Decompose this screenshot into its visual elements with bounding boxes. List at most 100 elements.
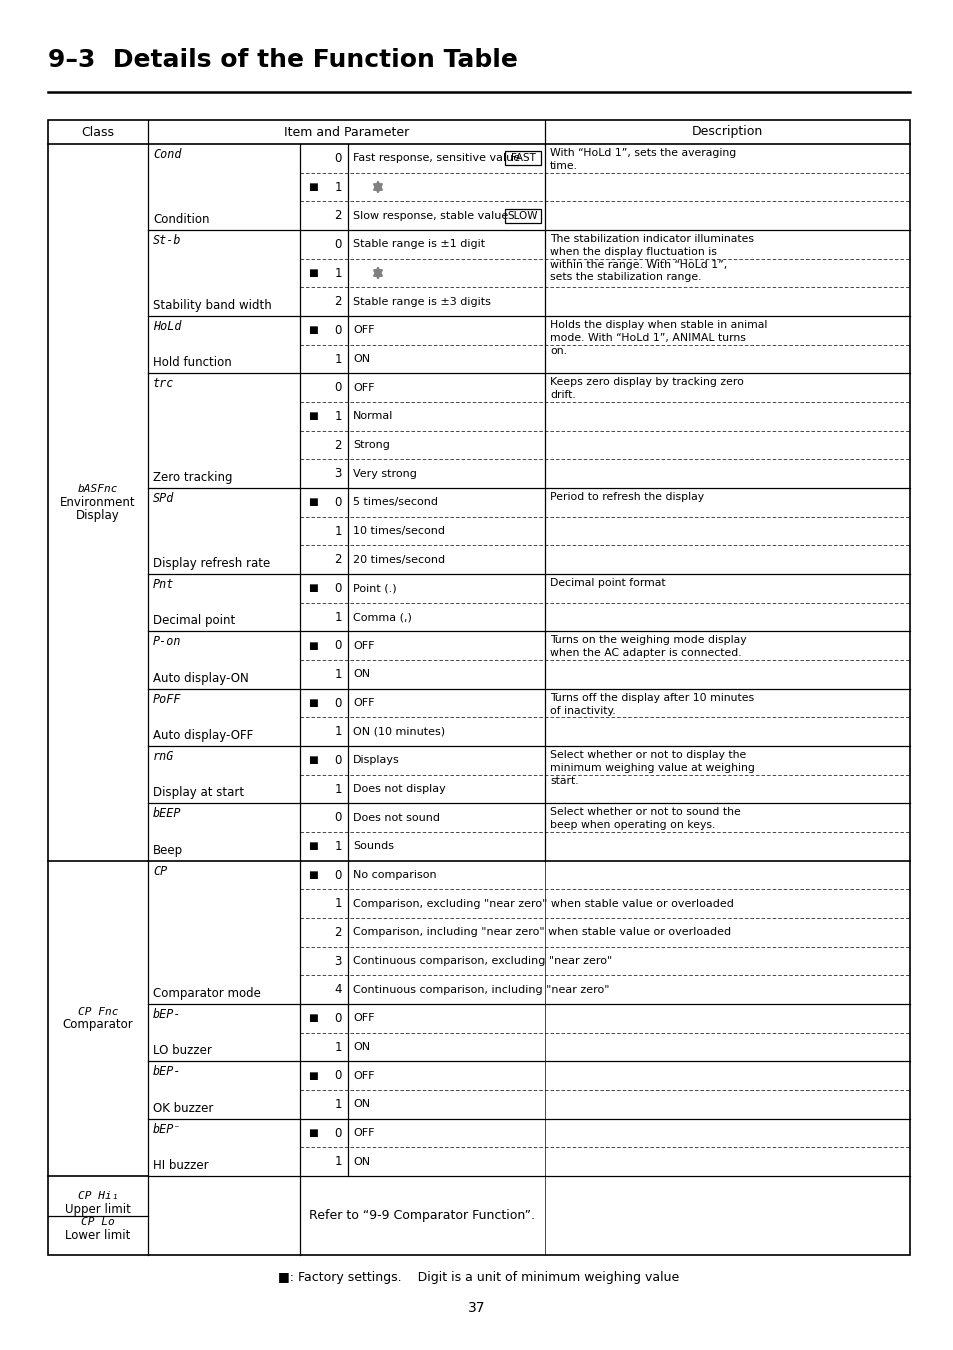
- Text: 0: 0: [335, 495, 341, 509]
- Text: Comparison, including "near zero" when stable value or overloaded: Comparison, including "near zero" when s…: [353, 927, 730, 937]
- Text: ■: ■: [308, 269, 317, 278]
- Text: 1: 1: [335, 410, 341, 423]
- Text: Auto display-ON: Auto display-ON: [152, 672, 249, 684]
- Text: Fast response, sensitive value: Fast response, sensitive value: [353, 154, 519, 163]
- Text: Decimal point format: Decimal point format: [550, 578, 665, 589]
- Text: 1: 1: [335, 1156, 341, 1168]
- Text: 1: 1: [335, 1041, 341, 1053]
- Text: FAST: FAST: [510, 154, 535, 163]
- Text: CP Hi₁: CP Hi₁: [77, 1191, 118, 1202]
- Text: 1: 1: [335, 352, 341, 366]
- Text: 4: 4: [335, 983, 341, 996]
- Text: ■: ■: [308, 412, 317, 421]
- Text: Condition: Condition: [152, 213, 210, 225]
- Text: 37: 37: [468, 1301, 485, 1315]
- Text: Comparator mode: Comparator mode: [152, 987, 260, 1000]
- Text: Upper limit: Upper limit: [65, 1203, 131, 1215]
- Text: Continuous comparison, excluding "near zero": Continuous comparison, excluding "near z…: [353, 956, 612, 967]
- Text: Period to refresh the display: Period to refresh the display: [550, 491, 703, 502]
- Text: Does not sound: Does not sound: [353, 813, 439, 822]
- Text: P-on: P-on: [152, 636, 181, 648]
- Text: ■: ■: [308, 871, 317, 880]
- Text: 0: 0: [335, 151, 341, 165]
- Text: 1: 1: [335, 1098, 341, 1111]
- Text: Point (.): Point (.): [353, 583, 396, 594]
- Text: ON: ON: [353, 1157, 370, 1166]
- Text: ■: ■: [308, 1071, 317, 1081]
- Text: Display: Display: [76, 509, 120, 522]
- Text: ■: ■: [308, 325, 317, 335]
- Text: 5 times/second: 5 times/second: [353, 497, 437, 508]
- Text: Keeps zero display by tracking zero
drift.: Keeps zero display by tracking zero drif…: [550, 378, 743, 400]
- Text: 1: 1: [335, 668, 341, 680]
- Text: 1: 1: [335, 610, 341, 624]
- Text: ■: ■: [308, 698, 317, 709]
- Text: Holds the display when stable in animal
mode. With “HoLd 1”, ANIMAL turns
on.: Holds the display when stable in animal …: [550, 320, 766, 355]
- Text: ■: ■: [308, 497, 317, 508]
- Text: SLOW: SLOW: [507, 211, 537, 220]
- Text: Display refresh rate: Display refresh rate: [152, 558, 270, 570]
- Text: Display at start: Display at start: [152, 787, 244, 799]
- Text: OFF: OFF: [353, 641, 375, 651]
- Text: Cond: Cond: [152, 148, 181, 161]
- Text: Item and Parameter: Item and Parameter: [284, 126, 409, 139]
- Text: ON: ON: [353, 354, 370, 364]
- Text: ■: ■: [308, 182, 317, 192]
- Text: ON: ON: [353, 670, 370, 679]
- Text: Stable range is ±1 digit: Stable range is ±1 digit: [353, 239, 485, 250]
- Text: 0: 0: [335, 381, 341, 394]
- Text: 0: 0: [335, 1127, 341, 1139]
- Text: Stability band width: Stability band width: [152, 300, 272, 312]
- Bar: [504, 151, 540, 165]
- Text: Refer to “9-9 Comparator Function”.: Refer to “9-9 Comparator Function”.: [309, 1210, 535, 1222]
- Text: 1: 1: [335, 840, 341, 853]
- Text: Zero tracking: Zero tracking: [152, 471, 233, 485]
- Text: OFF: OFF: [353, 1071, 375, 1081]
- Text: 1: 1: [335, 898, 341, 910]
- Text: 0: 0: [335, 324, 341, 338]
- Text: ■: Factory settings.    Digit is a unit of minimum weighing value: ■: Factory settings. Digit is a unit of …: [278, 1270, 679, 1284]
- Bar: [504, 209, 540, 223]
- Text: 1: 1: [335, 725, 341, 738]
- Text: Auto display-OFF: Auto display-OFF: [152, 729, 253, 742]
- Text: 10 times/second: 10 times/second: [353, 526, 444, 536]
- Text: 9–3  Details of the Function Table: 9–3 Details of the Function Table: [48, 49, 517, 72]
- Text: Comparison, excluding "near zero" when stable value or overloaded: Comparison, excluding "near zero" when s…: [353, 899, 733, 909]
- Text: Select whether or not to sound the
beep when operating on keys.: Select whether or not to sound the beep …: [550, 807, 740, 830]
- Text: 0: 0: [335, 640, 341, 652]
- Text: Select whether or not to display the
minimum weighing value at weighing
start.: Select whether or not to display the min…: [550, 751, 754, 786]
- Text: PoFF: PoFF: [152, 693, 181, 706]
- Text: OFF: OFF: [353, 325, 375, 335]
- Text: No comparison: No comparison: [353, 871, 436, 880]
- Text: ■: ■: [308, 583, 317, 594]
- Text: bEP⁻: bEP⁻: [152, 1123, 181, 1135]
- Text: ■: ■: [308, 841, 317, 852]
- Text: Turns on the weighing mode display
when the AC adapter is connected.: Turns on the weighing mode display when …: [550, 636, 746, 659]
- Text: 2: 2: [335, 439, 341, 451]
- Text: 0: 0: [335, 753, 341, 767]
- Text: ■: ■: [308, 1129, 317, 1138]
- Text: ON: ON: [353, 1099, 370, 1110]
- Text: Strong: Strong: [353, 440, 390, 450]
- Text: 1: 1: [335, 181, 341, 193]
- Bar: [48, 120, 909, 1256]
- Text: With “HoLd 1”, sets the averaging
time.: With “HoLd 1”, sets the averaging time.: [550, 148, 736, 171]
- Text: Beep: Beep: [152, 844, 183, 857]
- Text: St-b: St-b: [152, 234, 181, 247]
- Text: 1: 1: [335, 783, 341, 795]
- Text: Normal: Normal: [353, 412, 393, 421]
- Text: OFF: OFF: [353, 698, 375, 709]
- Text: 0: 0: [335, 582, 341, 595]
- Text: 3: 3: [335, 467, 341, 481]
- Text: Description: Description: [691, 126, 762, 139]
- Text: HoLd: HoLd: [152, 320, 181, 333]
- Text: 3: 3: [335, 954, 341, 968]
- Text: 2: 2: [335, 209, 341, 223]
- Text: Sounds: Sounds: [353, 841, 394, 852]
- Text: rnG: rnG: [152, 751, 174, 763]
- Text: Slow response, stable value: Slow response, stable value: [353, 211, 508, 220]
- Text: 20 times/second: 20 times/second: [353, 555, 445, 564]
- Text: CP Lo: CP Lo: [81, 1218, 114, 1227]
- Text: Pnt: Pnt: [152, 578, 174, 591]
- Text: Lower limit: Lower limit: [65, 1228, 131, 1242]
